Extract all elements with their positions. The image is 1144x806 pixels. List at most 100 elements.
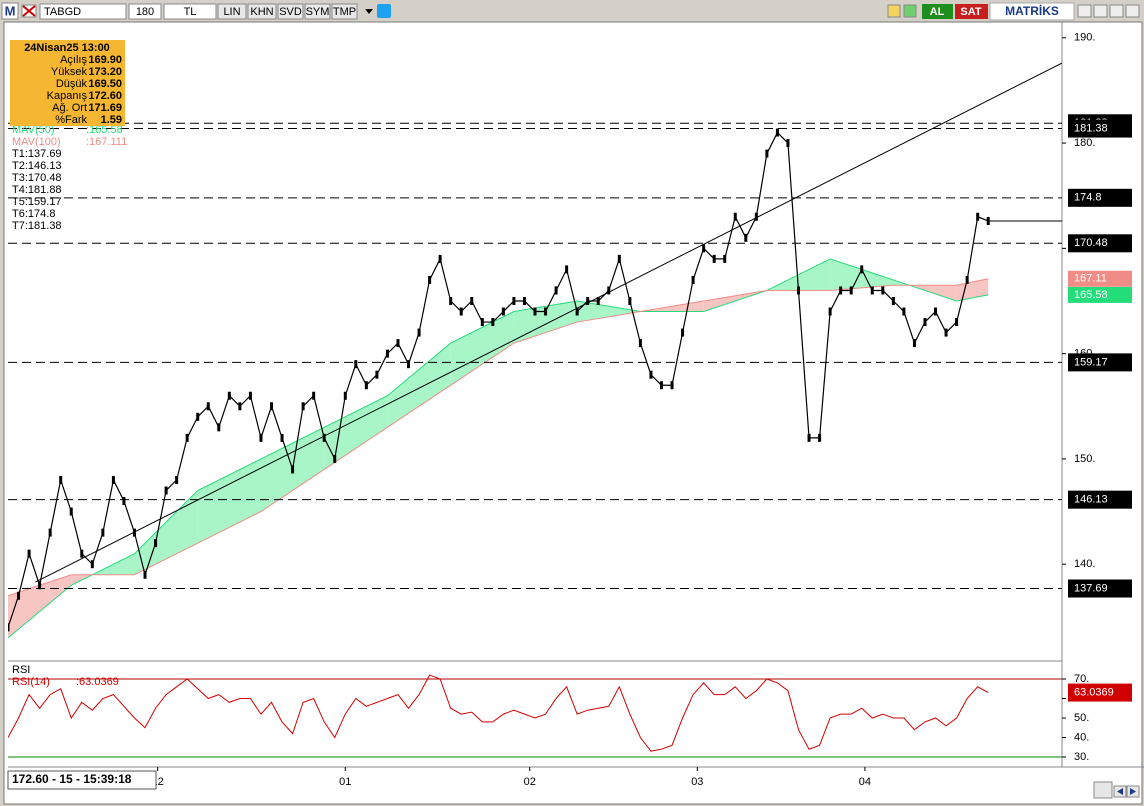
info-value: 169.50: [88, 78, 122, 90]
price-point: [217, 423, 221, 432]
price-point: [659, 381, 663, 390]
price-point: [754, 212, 758, 221]
scroll-arrows: [1117, 788, 1136, 795]
ma-band: [450, 311, 514, 386]
legend-text: T4:181.88: [12, 184, 62, 196]
level-box: [1068, 490, 1132, 509]
price-point: [617, 254, 621, 263]
price-point: [638, 339, 642, 348]
info-label: Yüksek: [51, 66, 88, 78]
price-point: [312, 391, 316, 400]
level-box-label: 137.69: [1074, 582, 1108, 594]
price-point: [17, 591, 21, 600]
minimize-button[interactable]: [1077, 4, 1092, 18]
price-point: [744, 233, 748, 242]
twitter-icon[interactable]: [377, 4, 391, 18]
level-box: [1068, 579, 1132, 598]
y-tick-label: 150.: [1074, 453, 1095, 465]
level-box: [1068, 353, 1132, 372]
price-point: [544, 307, 548, 316]
price-point: [860, 265, 864, 274]
price-point: [670, 381, 674, 390]
legend-text: T2:146.13: [12, 160, 62, 172]
info-label: Kapanış: [47, 90, 88, 102]
rsi-box-label: 63.0369: [1074, 686, 1114, 698]
ma-legend-name: MAV(100): [12, 136, 61, 148]
toolbar-button[interactable]: [304, 3, 331, 20]
price-point: [364, 381, 368, 390]
sell-button[interactable]: [955, 4, 988, 19]
symbol-field[interactable]: [39, 3, 127, 20]
legend-text: T6:174.8: [12, 208, 55, 220]
price-point: [818, 433, 822, 442]
close-button[interactable]: [1125, 4, 1140, 18]
price-point: [828, 307, 832, 316]
price-line: [8, 131, 989, 628]
status-box: [7, 770, 157, 790]
legend-part: T2:: [12, 160, 28, 172]
price-point: [881, 286, 885, 295]
toolbar-button[interactable]: [217, 3, 247, 20]
legend-part: 174.8: [28, 208, 56, 220]
price-point: [280, 433, 284, 442]
tool-icon[interactable]: [887, 4, 901, 18]
brand-box: [989, 2, 1075, 21]
ma-band: [134, 490, 198, 575]
maximize-button[interactable]: [1093, 4, 1108, 18]
logo: M: [5, 3, 16, 18]
price-point: [849, 286, 853, 295]
toolbar-button[interactable]: [331, 3, 358, 20]
price-point: [786, 139, 790, 148]
price-point: [122, 497, 126, 506]
dropdown-arrow[interactable]: [365, 9, 373, 14]
legend-part: 159.17: [28, 196, 62, 208]
price-point: [976, 212, 980, 221]
toolbar-button[interactable]: [247, 3, 277, 20]
price-point: [80, 549, 84, 558]
price-point: [227, 391, 231, 400]
toolbar-button-label: SYM: [306, 6, 330, 18]
price-point: [38, 581, 42, 590]
legend-text: T1:137.69: [12, 148, 62, 160]
price-point: [438, 254, 442, 263]
price-point: [428, 275, 432, 284]
ma-band: [197, 458, 261, 544]
toolbar-button[interactable]: [277, 3, 304, 20]
price-point: [491, 318, 495, 327]
restore-button[interactable]: [1109, 4, 1124, 18]
sync-button[interactable]: [1093, 781, 1113, 799]
legend-text: T7:181.38: [12, 220, 62, 232]
price-point: [59, 475, 63, 484]
price-point: [565, 265, 569, 274]
info-value: 1.59: [101, 114, 122, 126]
legend-text: T5:159.17: [12, 196, 62, 208]
ma-band: [324, 395, 388, 470]
ma-legend: MAV(100) :167.111: [12, 136, 127, 148]
buy-button[interactable]: [922, 4, 953, 19]
y-tick-label: 190.: [1074, 32, 1095, 44]
ma-band: [387, 343, 451, 428]
info-value: 169.90: [88, 54, 122, 66]
price-point: [891, 296, 895, 305]
x-tick-label: 01: [339, 776, 351, 788]
buy-label: AL: [930, 6, 945, 18]
legend-part: T7:: [12, 220, 28, 232]
rsi-line: [8, 674, 989, 752]
price-point: [238, 402, 242, 411]
rsi-y-tick-label: 30.: [1074, 751, 1089, 763]
price-point: [301, 402, 305, 411]
price-point: [923, 318, 927, 327]
price-point: [723, 254, 727, 263]
toolbar-button-label: KHN: [250, 6, 273, 18]
rsi-y-tick-label: 50.: [1074, 712, 1089, 724]
price-point: [870, 286, 874, 295]
price-point: [733, 212, 737, 221]
ma-legend-value: :167.111: [86, 136, 127, 148]
logo-box: [1, 2, 19, 20]
period-field[interactable]: [128, 3, 162, 20]
price-point: [807, 433, 811, 442]
sell-label: SAT: [960, 6, 981, 18]
tool-icon[interactable]: [903, 4, 917, 18]
ma-legend: MAV(50):165.58: [12, 124, 123, 136]
currency-field[interactable]: [163, 3, 217, 20]
